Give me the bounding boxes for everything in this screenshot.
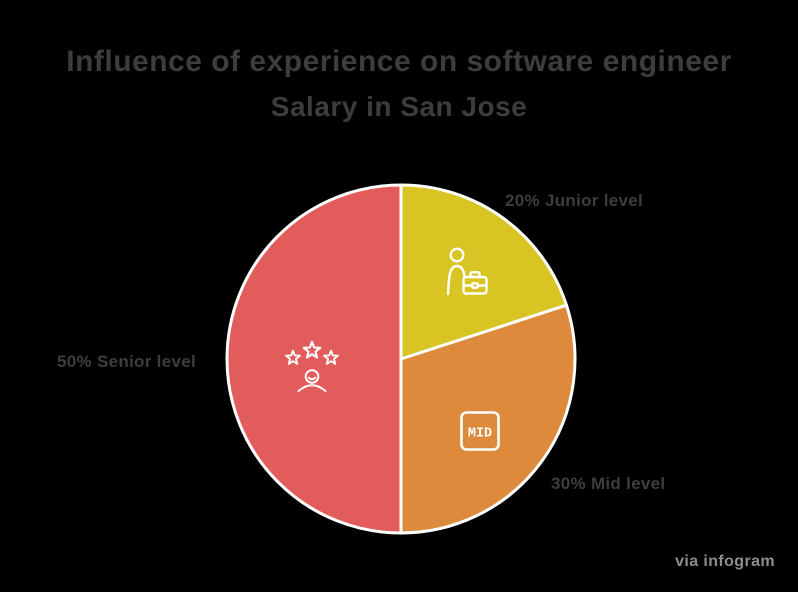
mid-badge-text: MID [468,427,492,442]
senior-smile-shape [307,376,317,381]
mid-badge-icon: MID [460,411,500,451]
pie-slice-senior-level [225,183,403,535]
watermark: via infogram [675,553,775,570]
pie-chart-area [223,181,579,537]
pie-label-junior: 20% Junior level [505,191,644,210]
star-left-shape [285,349,301,365]
pie-label-senior: 50% Senior level [57,352,196,371]
pie-slice-junior-level [399,183,568,361]
star-right-shape [323,349,339,365]
chart-title-line2: Salary in San Jose [270,91,528,122]
pie-chart [225,183,577,535]
briefcase-clasp-shape [471,282,480,289]
pie-slice-mid-level [399,303,577,535]
senior-stars-person-icon [285,340,339,392]
briefcase-handle-shape [469,271,481,279]
junior-person-briefcase-icon [446,247,488,296]
junior-head-shape [449,247,465,263]
senior-shoulders-shape [297,384,327,392]
chart-title: Influence of experience on software engi… [0,44,798,124]
star-center-shape [302,340,322,359]
pie-label-mid: 30% Mid level [551,474,666,493]
chart-title-line1: Influence of experience on software engi… [66,45,732,78]
mid-badge-box-shape [460,411,500,451]
senior-head-shape [304,369,320,384]
